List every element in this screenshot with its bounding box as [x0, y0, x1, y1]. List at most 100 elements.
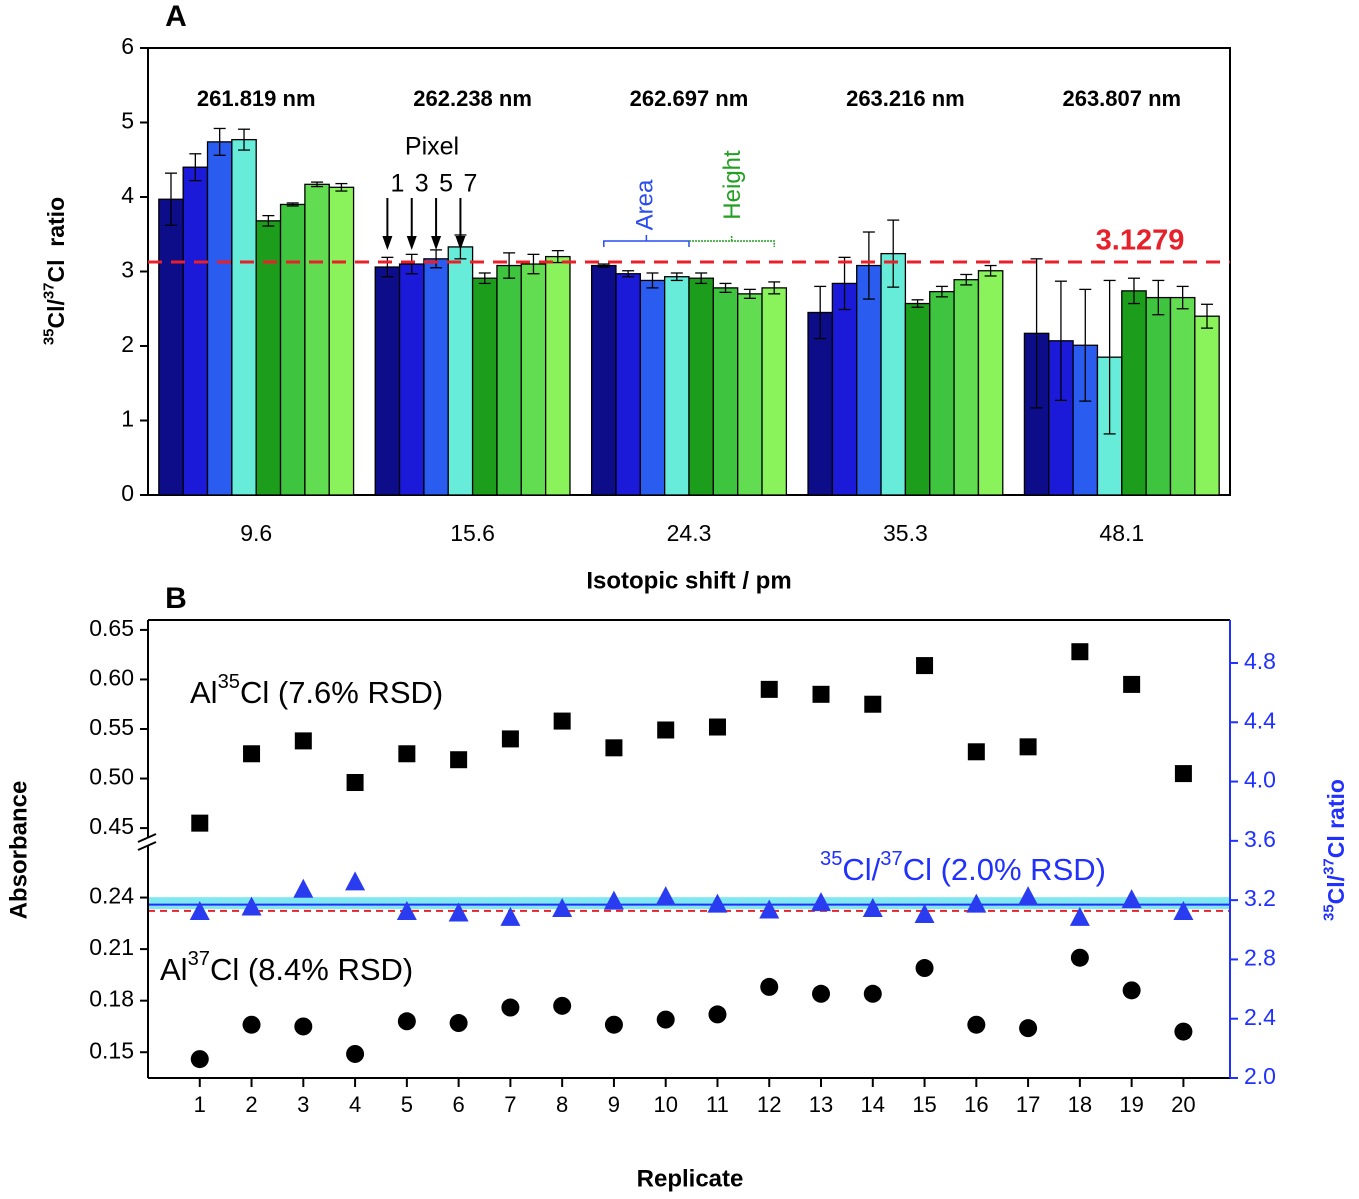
panel-title: A	[165, 0, 187, 33]
circle-marker	[863, 984, 882, 1003]
series-label-part: Cl/	[842, 852, 880, 887]
square-marker	[967, 743, 985, 761]
x-tick-label: 5	[401, 1092, 413, 1117]
bar	[664, 276, 690, 496]
x-tick-label: 19	[1119, 1092, 1143, 1117]
series-label: 35Cl/37Cl (2.0% RSD)	[820, 849, 1106, 888]
panel-title: B	[165, 582, 187, 615]
y-tick-label: 6	[121, 33, 134, 59]
arrow-head	[406, 236, 417, 250]
y2-tick-label: 2.8	[1244, 945, 1276, 971]
square-marker	[657, 721, 675, 739]
triangle-marker	[345, 871, 366, 891]
y2-axis-label-part: 37	[1320, 858, 1337, 875]
y2-axis-label-part: Cl/	[1323, 874, 1349, 904]
square-marker	[760, 680, 778, 698]
bar	[206, 141, 233, 496]
triangle-marker	[189, 900, 210, 920]
arrow-head	[431, 236, 442, 250]
error-bar	[551, 249, 564, 264]
square-marker	[398, 745, 416, 763]
bar	[520, 263, 547, 496]
error-bar	[405, 253, 418, 275]
y2-axis-label: 35Cl/37Cl ratio	[1320, 779, 1349, 921]
group-label: 262.238 nm	[413, 86, 532, 111]
triangle-marker	[914, 903, 935, 923]
square-marker	[1071, 643, 1089, 661]
x-axis-label: Isotopic shift / pm	[586, 567, 791, 594]
y-tick-label: 4	[121, 182, 134, 208]
y-axis-label: 35Cl/37Cl ratio	[40, 197, 69, 345]
x-tick-label: 1	[194, 1092, 206, 1117]
triangle-marker	[655, 886, 676, 906]
error-bar	[238, 128, 251, 151]
group-label: 263.216 nm	[846, 86, 965, 111]
y-tick-label: 0.24	[89, 883, 134, 909]
error-bar	[164, 172, 177, 226]
circle-marker	[708, 1005, 727, 1024]
error-bar	[1054, 280, 1067, 402]
series-label-part: 37	[880, 849, 902, 871]
error-bar	[527, 253, 540, 275]
y-tick-label: 2	[121, 331, 134, 357]
square-marker	[1123, 675, 1141, 693]
bar	[1121, 290, 1147, 496]
circle-marker	[1070, 948, 1089, 967]
bar	[328, 186, 355, 496]
group-label: 263.807 nm	[1062, 86, 1181, 111]
area-bracket	[603, 235, 690, 247]
error-bar	[1127, 277, 1140, 305]
bar	[279, 203, 306, 496]
triangle-marker	[1173, 900, 1194, 920]
bar	[1169, 296, 1196, 496]
square-marker	[708, 718, 726, 736]
error-bar	[646, 272, 659, 289]
triangle-marker	[552, 898, 573, 918]
x-tick-label: 4	[349, 1092, 361, 1117]
height-label: Height	[719, 150, 746, 220]
y-tick-label: 0.45	[89, 813, 134, 839]
square-marker	[605, 739, 623, 757]
bar	[904, 302, 931, 496]
x-tick-label: 15.6	[450, 520, 495, 546]
y-axis-label-part: Cl/	[43, 299, 69, 329]
pixel-label: Pixel	[405, 133, 459, 161]
bar	[374, 266, 401, 496]
y-tick-label: 0	[121, 480, 134, 506]
y-tick-label: 1	[121, 406, 134, 432]
error-bar	[862, 231, 875, 300]
area-label: Area	[632, 179, 659, 230]
y-tick-label: 0.60	[89, 665, 134, 691]
y2-tick-label: 4.4	[1244, 707, 1276, 733]
height-bracket	[689, 235, 775, 247]
circle-marker	[449, 1014, 468, 1033]
circle-marker	[346, 1044, 365, 1063]
y-axis-label-part: 37	[40, 282, 57, 299]
circle-marker	[1122, 981, 1141, 1000]
y-axis-label: Absorbance	[5, 781, 32, 920]
x-tick-label: 3	[297, 1092, 309, 1117]
series-label-part: 37	[188, 949, 210, 971]
series-label: Al35Cl (7.6% RSD)	[190, 672, 443, 711]
error-bar	[503, 252, 516, 279]
series-label-part: Cl (8.4% RSD)	[210, 952, 413, 987]
series-label: Al37Cl (8.4% RSD)	[160, 949, 413, 988]
bar	[688, 277, 714, 496]
error-bar	[935, 285, 948, 298]
triangle-marker	[966, 893, 987, 913]
x-tick-label: 10	[653, 1092, 677, 1117]
error-bar	[189, 153, 202, 182]
circle-marker	[242, 1015, 261, 1034]
bar	[304, 183, 330, 496]
y-tick-label: 0.21	[89, 934, 134, 960]
error-bar	[1201, 303, 1214, 329]
group-label: 262.697 nm	[630, 86, 749, 111]
y2-tick-label: 2.0	[1244, 1063, 1276, 1089]
bar	[1145, 296, 1172, 496]
triangle-marker	[811, 892, 832, 912]
triangle-marker	[707, 893, 728, 913]
x-tick-label: 17	[1016, 1092, 1040, 1117]
triangle-marker	[1069, 906, 1090, 926]
error-bar	[911, 299, 924, 308]
x-tick-label: 13	[809, 1092, 833, 1117]
